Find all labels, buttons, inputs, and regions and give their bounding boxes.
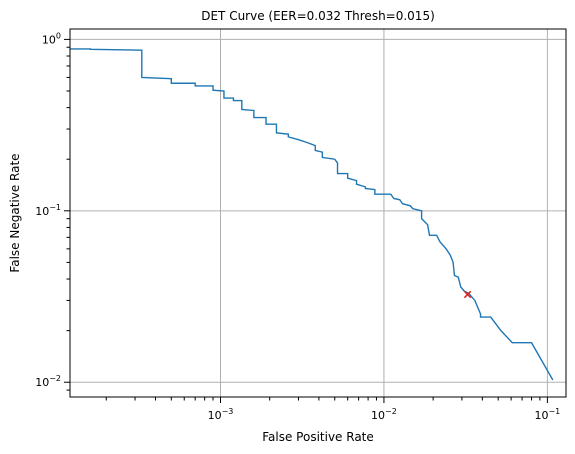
x-axis-label: False Positive Rate [262, 430, 374, 444]
y-tick-label: 10−2 [35, 374, 61, 389]
eer-marker-stroke [463, 290, 472, 299]
y-tick-label: 100 [42, 31, 61, 46]
tick-layer: 10−3 10−2 10−1 10−2 10−1 100 [35, 31, 560, 422]
det-curve-line [70, 48, 554, 381]
x-tick-label: 10−3 [208, 407, 234, 422]
y-axis-label: False Negative Rate [8, 153, 22, 272]
series-layer [70, 48, 554, 381]
grid-lines [70, 29, 566, 397]
plot-area-frame [69, 28, 567, 398]
x-tick-label: 10−2 [371, 407, 397, 422]
chart-title: DET Curve (EER=0.032 Thresh=0.015) [201, 9, 435, 23]
marker-layer [463, 290, 472, 299]
eer-marker [463, 290, 472, 299]
y-tick-label: 10−1 [35, 203, 61, 218]
x-tick-label: 10−1 [534, 407, 560, 422]
